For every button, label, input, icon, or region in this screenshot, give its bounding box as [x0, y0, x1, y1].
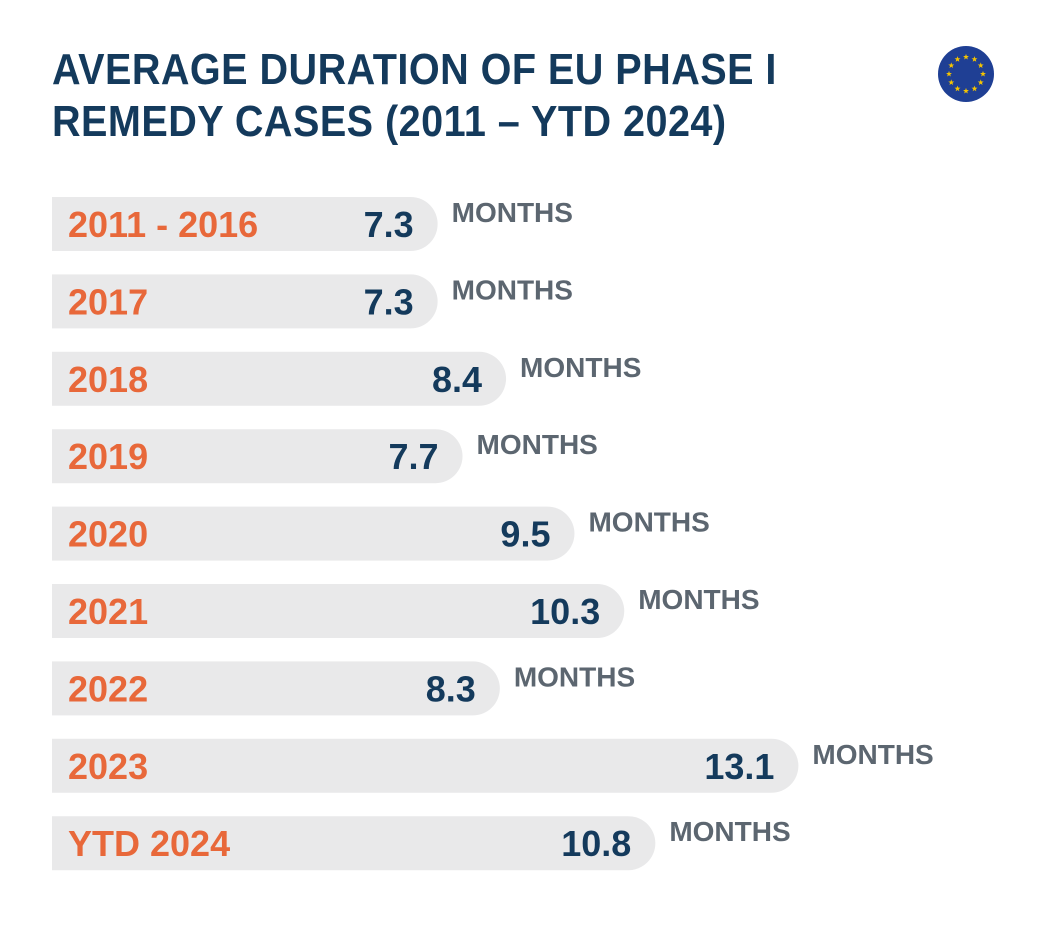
value-label: 9.5 [500, 514, 550, 555]
category-label: 2019 [68, 436, 148, 477]
category-label: 2018 [68, 359, 148, 400]
bar [52, 351, 507, 406]
eu-flag-icon [938, 46, 994, 102]
category-label: 2017 [68, 281, 148, 322]
unit-label: MONTHS [514, 661, 635, 692]
category-label: 2022 [68, 668, 148, 709]
category-label: 2020 [68, 514, 148, 555]
value-label: 8.4 [432, 359, 482, 400]
flag-star [971, 85, 978, 92]
unit-label: MONTHS [812, 739, 933, 770]
flag-star [977, 62, 984, 69]
bar [52, 816, 656, 871]
unit-label: MONTHS [452, 197, 573, 228]
value-label: 7.7 [388, 436, 438, 477]
category-label: 2011 - 2016 [68, 204, 258, 245]
unit-label: MONTHS [520, 352, 641, 383]
flag-star [948, 79, 955, 86]
value-label: 10.3 [530, 591, 600, 632]
unit-label: MONTHS [588, 507, 709, 538]
unit-label: MONTHS [452, 274, 573, 305]
bar [52, 661, 500, 716]
bar [52, 274, 438, 329]
value-label: 13.1 [704, 746, 774, 787]
bar [52, 584, 625, 638]
value-label: 10.8 [561, 823, 631, 864]
unit-label: MONTHS [477, 429, 598, 460]
flag-star [971, 56, 978, 62]
flag-star [948, 62, 955, 69]
category-label: YTD 2024 [68, 823, 230, 864]
unit-label: MONTHS [669, 816, 790, 847]
flag-star [954, 56, 961, 62]
bar [52, 429, 463, 484]
bar [52, 506, 575, 561]
category-label: 2023 [68, 746, 148, 787]
bar [52, 197, 438, 251]
title-line-2: REMEDY CASES (2011 – YTD 2024) [52, 97, 727, 146]
value-label: 7.3 [364, 204, 414, 245]
unit-label: MONTHS [638, 584, 759, 615]
flag-star [946, 70, 952, 77]
category-label: 2021 [68, 591, 148, 632]
bar [52, 738, 799, 793]
flag-star [963, 87, 969, 94]
chart-title: AVERAGE DURATION OF EU PHASE I REMEDY CA… [52, 44, 777, 148]
flag-star [980, 70, 986, 77]
flag-star [954, 85, 961, 92]
value-label: 8.3 [426, 668, 476, 709]
title-line-1: AVERAGE DURATION OF EU PHASE I [52, 45, 777, 94]
flag-star [963, 53, 969, 60]
flag-star [977, 79, 984, 86]
value-label: 7.3 [364, 281, 414, 322]
